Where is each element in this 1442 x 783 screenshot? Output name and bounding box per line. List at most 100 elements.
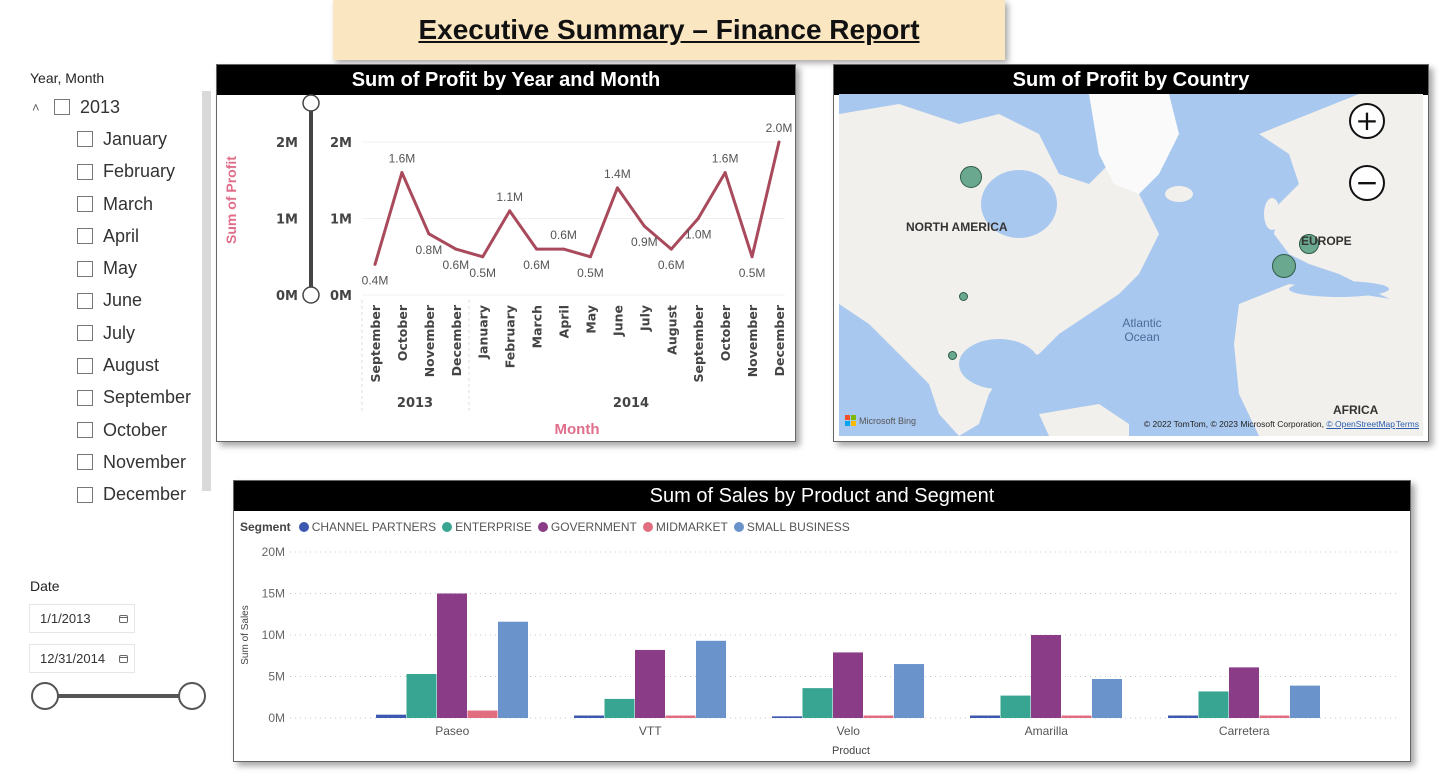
legend-item[interactable]: MIDMARKET bbox=[642, 520, 728, 534]
openstreetmap-link[interactable]: © OpenStreetMap bbox=[1326, 419, 1395, 429]
bubble-usa[interactable] bbox=[959, 292, 968, 301]
end-date-input[interactable]: 12/31/2014 bbox=[29, 644, 135, 673]
x-axis-title: Month bbox=[555, 421, 600, 438]
month-checkbox[interactable] bbox=[77, 486, 93, 503]
bubble-germany[interactable] bbox=[1299, 234, 1319, 254]
terms-link[interactable]: Terms bbox=[1395, 419, 1419, 429]
month-checkbox[interactable] bbox=[77, 196, 93, 213]
line-point[interactable] bbox=[535, 247, 539, 251]
month-item[interactable]: November bbox=[30, 446, 191, 478]
bar-government[interactable] bbox=[833, 652, 863, 718]
bar-midmarket[interactable] bbox=[863, 715, 894, 718]
calendar-icon[interactable] bbox=[119, 614, 128, 623]
bar-enterprise[interactable] bbox=[1198, 691, 1229, 718]
month-item[interactable]: October bbox=[30, 414, 191, 446]
month-item[interactable]: January bbox=[30, 123, 191, 155]
chevron-up-icon[interactable]: ˄ bbox=[32, 99, 40, 115]
line-point[interactable] bbox=[588, 255, 592, 259]
slicer-year-row[interactable]: ˄ 2013 bbox=[30, 91, 191, 123]
line-point[interactable] bbox=[427, 232, 431, 236]
bar-small-business[interactable] bbox=[1092, 678, 1122, 718]
month-checkbox[interactable] bbox=[77, 389, 93, 406]
month-item[interactable]: February bbox=[30, 156, 191, 188]
bar-small-business[interactable] bbox=[498, 621, 528, 718]
date-range-track[interactable] bbox=[46, 694, 192, 698]
month-checkbox[interactable] bbox=[77, 422, 93, 439]
y-range-bottom-handle[interactable] bbox=[302, 286, 320, 304]
bar-government[interactable] bbox=[1229, 667, 1259, 718]
bubble-canada[interactable] bbox=[960, 166, 982, 188]
year-label-2013: 2013 bbox=[397, 396, 433, 411]
month-checkbox[interactable] bbox=[77, 454, 93, 471]
bar-government[interactable] bbox=[635, 649, 665, 718]
bar-small-business[interactable] bbox=[696, 640, 726, 718]
map-title: Sum of Profit by Country bbox=[834, 65, 1428, 95]
month-item[interactable]: December bbox=[30, 479, 191, 511]
month-checkbox[interactable] bbox=[77, 325, 93, 342]
line-point[interactable] bbox=[669, 247, 673, 251]
x-tick-label: January bbox=[476, 305, 491, 360]
start-date-input[interactable]: 1/1/2013 bbox=[29, 604, 135, 633]
bar-enterprise[interactable] bbox=[406, 674, 437, 718]
month-checkbox[interactable] bbox=[77, 260, 93, 277]
bar-government[interactable] bbox=[437, 593, 467, 719]
month-item[interactable]: July bbox=[30, 317, 191, 349]
y-range-top-handle[interactable] bbox=[302, 94, 320, 112]
line-point[interactable] bbox=[481, 255, 485, 259]
bar-channel-partners[interactable] bbox=[574, 715, 604, 718]
map-canvas[interactable]: NORTH AMERICA EUROPE AFRICA Atlantic Ocea… bbox=[839, 94, 1423, 436]
bar-enterprise[interactable] bbox=[802, 688, 833, 718]
bar-midmarket[interactable] bbox=[467, 710, 498, 718]
month-checkbox[interactable] bbox=[77, 228, 93, 245]
line-point[interactable] bbox=[508, 209, 512, 213]
month-item[interactable]: September bbox=[30, 382, 191, 414]
month-item[interactable]: April bbox=[30, 220, 191, 252]
month-checkbox[interactable] bbox=[77, 163, 93, 180]
line-point[interactable] bbox=[750, 255, 754, 259]
legend-item[interactable]: GOVERNMENT bbox=[537, 520, 637, 534]
date-range-start-handle[interactable] bbox=[31, 682, 59, 710]
year-checkbox[interactable] bbox=[54, 99, 70, 116]
month-item[interactable]: June bbox=[30, 285, 191, 317]
line-point[interactable] bbox=[777, 140, 781, 144]
line-point[interactable] bbox=[373, 262, 377, 266]
data-label: 1.6M bbox=[389, 152, 416, 166]
month-item[interactable]: March bbox=[30, 188, 191, 220]
bubble-mexico[interactable] bbox=[948, 351, 957, 360]
bar-midmarket[interactable] bbox=[665, 715, 696, 718]
month-checkbox[interactable] bbox=[77, 357, 93, 374]
legend-item[interactable]: ENTERPRISE bbox=[442, 520, 532, 534]
line-point[interactable] bbox=[454, 247, 458, 251]
slicer-scrollbar[interactable] bbox=[202, 91, 211, 491]
month-checkbox[interactable] bbox=[77, 131, 93, 148]
bar-channel-partners[interactable] bbox=[376, 714, 406, 718]
bar-enterprise[interactable] bbox=[604, 698, 635, 718]
map-zoom-out-button[interactable]: − bbox=[1349, 165, 1385, 201]
bar-small-business[interactable] bbox=[1290, 685, 1320, 718]
legend-item[interactable]: CHANNEL PARTNERS bbox=[298, 520, 436, 534]
bar-channel-partners[interactable] bbox=[1168, 715, 1198, 718]
legend-item[interactable]: SMALL BUSINESS bbox=[733, 520, 850, 534]
bar-enterprise[interactable] bbox=[1000, 695, 1031, 718]
calendar-icon[interactable] bbox=[119, 654, 128, 663]
line-point[interactable] bbox=[615, 186, 619, 190]
line-point[interactable] bbox=[400, 171, 404, 175]
bar-y-tick-label: 0M bbox=[268, 711, 285, 725]
gulf-of-mexico bbox=[959, 339, 1039, 389]
line-point[interactable] bbox=[723, 171, 727, 175]
bar-small-business[interactable] bbox=[894, 664, 924, 718]
bar-midmarket[interactable] bbox=[1061, 715, 1092, 718]
date-range-end-handle[interactable] bbox=[178, 682, 206, 710]
bar-channel-partners[interactable] bbox=[970, 715, 1000, 718]
month-item[interactable]: August bbox=[30, 349, 191, 381]
line-point[interactable] bbox=[642, 224, 646, 228]
month-item[interactable]: May bbox=[30, 252, 191, 284]
line-point[interactable] bbox=[562, 247, 566, 251]
bubble-france[interactable] bbox=[1272, 254, 1296, 278]
bar-midmarket[interactable] bbox=[1259, 715, 1290, 718]
line-point[interactable] bbox=[696, 217, 700, 220]
bar-channel-partners[interactable] bbox=[772, 716, 802, 718]
month-checkbox[interactable] bbox=[77, 292, 93, 309]
map-zoom-in-button[interactable]: + bbox=[1349, 103, 1385, 139]
bar-government[interactable] bbox=[1031, 635, 1061, 718]
